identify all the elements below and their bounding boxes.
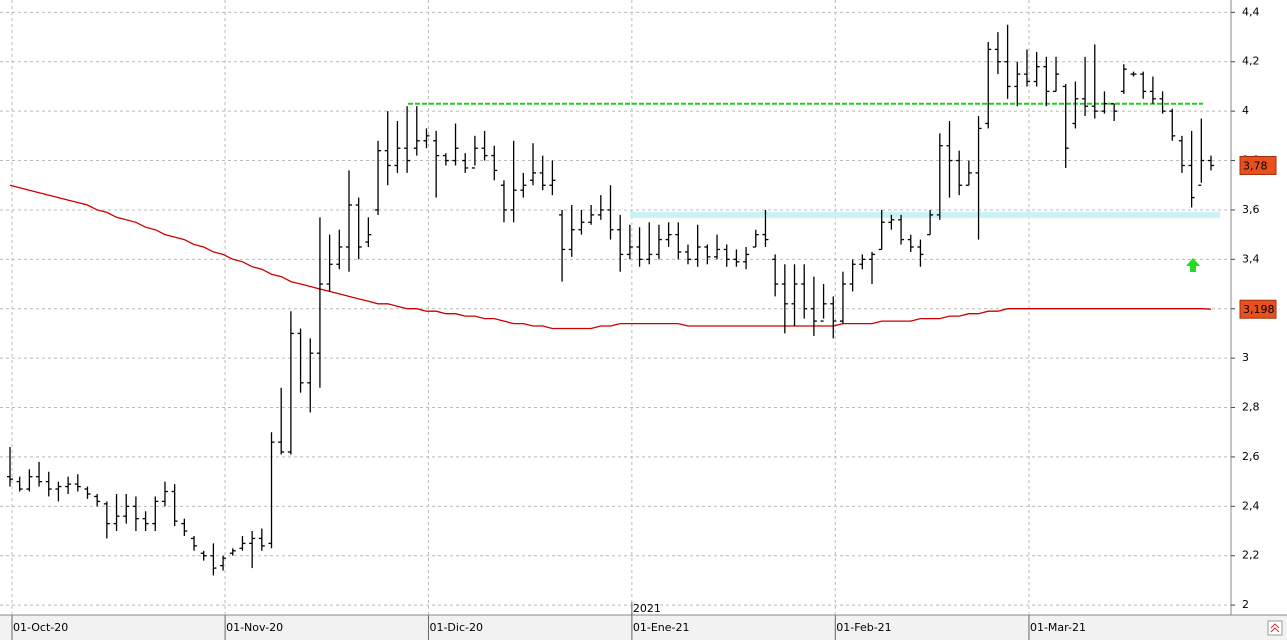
year-label: 2021 xyxy=(633,602,661,615)
corner-icon-glyph xyxy=(1270,623,1280,633)
price-label-box xyxy=(1239,299,1277,319)
axes: 22,22,42,62,833,23,43,63,844,24,401-Oct-… xyxy=(11,5,1277,640)
x-tick-label: 01-Feb-21 xyxy=(836,621,891,634)
y-tick-label: 4,4 xyxy=(1242,5,1260,18)
x-tick-label: 01-Dic-20 xyxy=(429,621,483,634)
signal-arrow xyxy=(1186,258,1200,272)
y-tick-label: 4,2 xyxy=(1242,55,1260,68)
x-tick-label: 01-Mar-21 xyxy=(1030,621,1086,634)
y-tick-label: 3 xyxy=(1242,351,1249,364)
x-tick-label: 01-Ene-21 xyxy=(633,621,690,634)
y-tick-label: 2,2 xyxy=(1242,549,1260,562)
moving-average-line xyxy=(9,184,1212,330)
moving-average xyxy=(9,184,1212,330)
y-tick-label: 2,8 xyxy=(1242,401,1260,414)
y-tick-label: 4 xyxy=(1242,104,1249,117)
x-tick-label: 01-Oct-20 xyxy=(13,621,68,634)
y-tick-label: 2,6 xyxy=(1242,450,1260,463)
y-tick-label: 3,6 xyxy=(1242,203,1260,216)
levels xyxy=(408,102,1220,218)
y-tick-label: 3,4 xyxy=(1242,252,1260,265)
price-label: 3,198 xyxy=(1243,303,1275,316)
price-label: 3,78 xyxy=(1243,159,1268,172)
y-tick-label: 2 xyxy=(1242,598,1249,611)
x-tick-label: 01-Nov-20 xyxy=(226,621,283,634)
price-label-box xyxy=(1239,155,1277,175)
bars xyxy=(7,24,1214,576)
y-tick-label: 2,4 xyxy=(1242,499,1260,512)
x-axis-strip xyxy=(0,615,1287,640)
